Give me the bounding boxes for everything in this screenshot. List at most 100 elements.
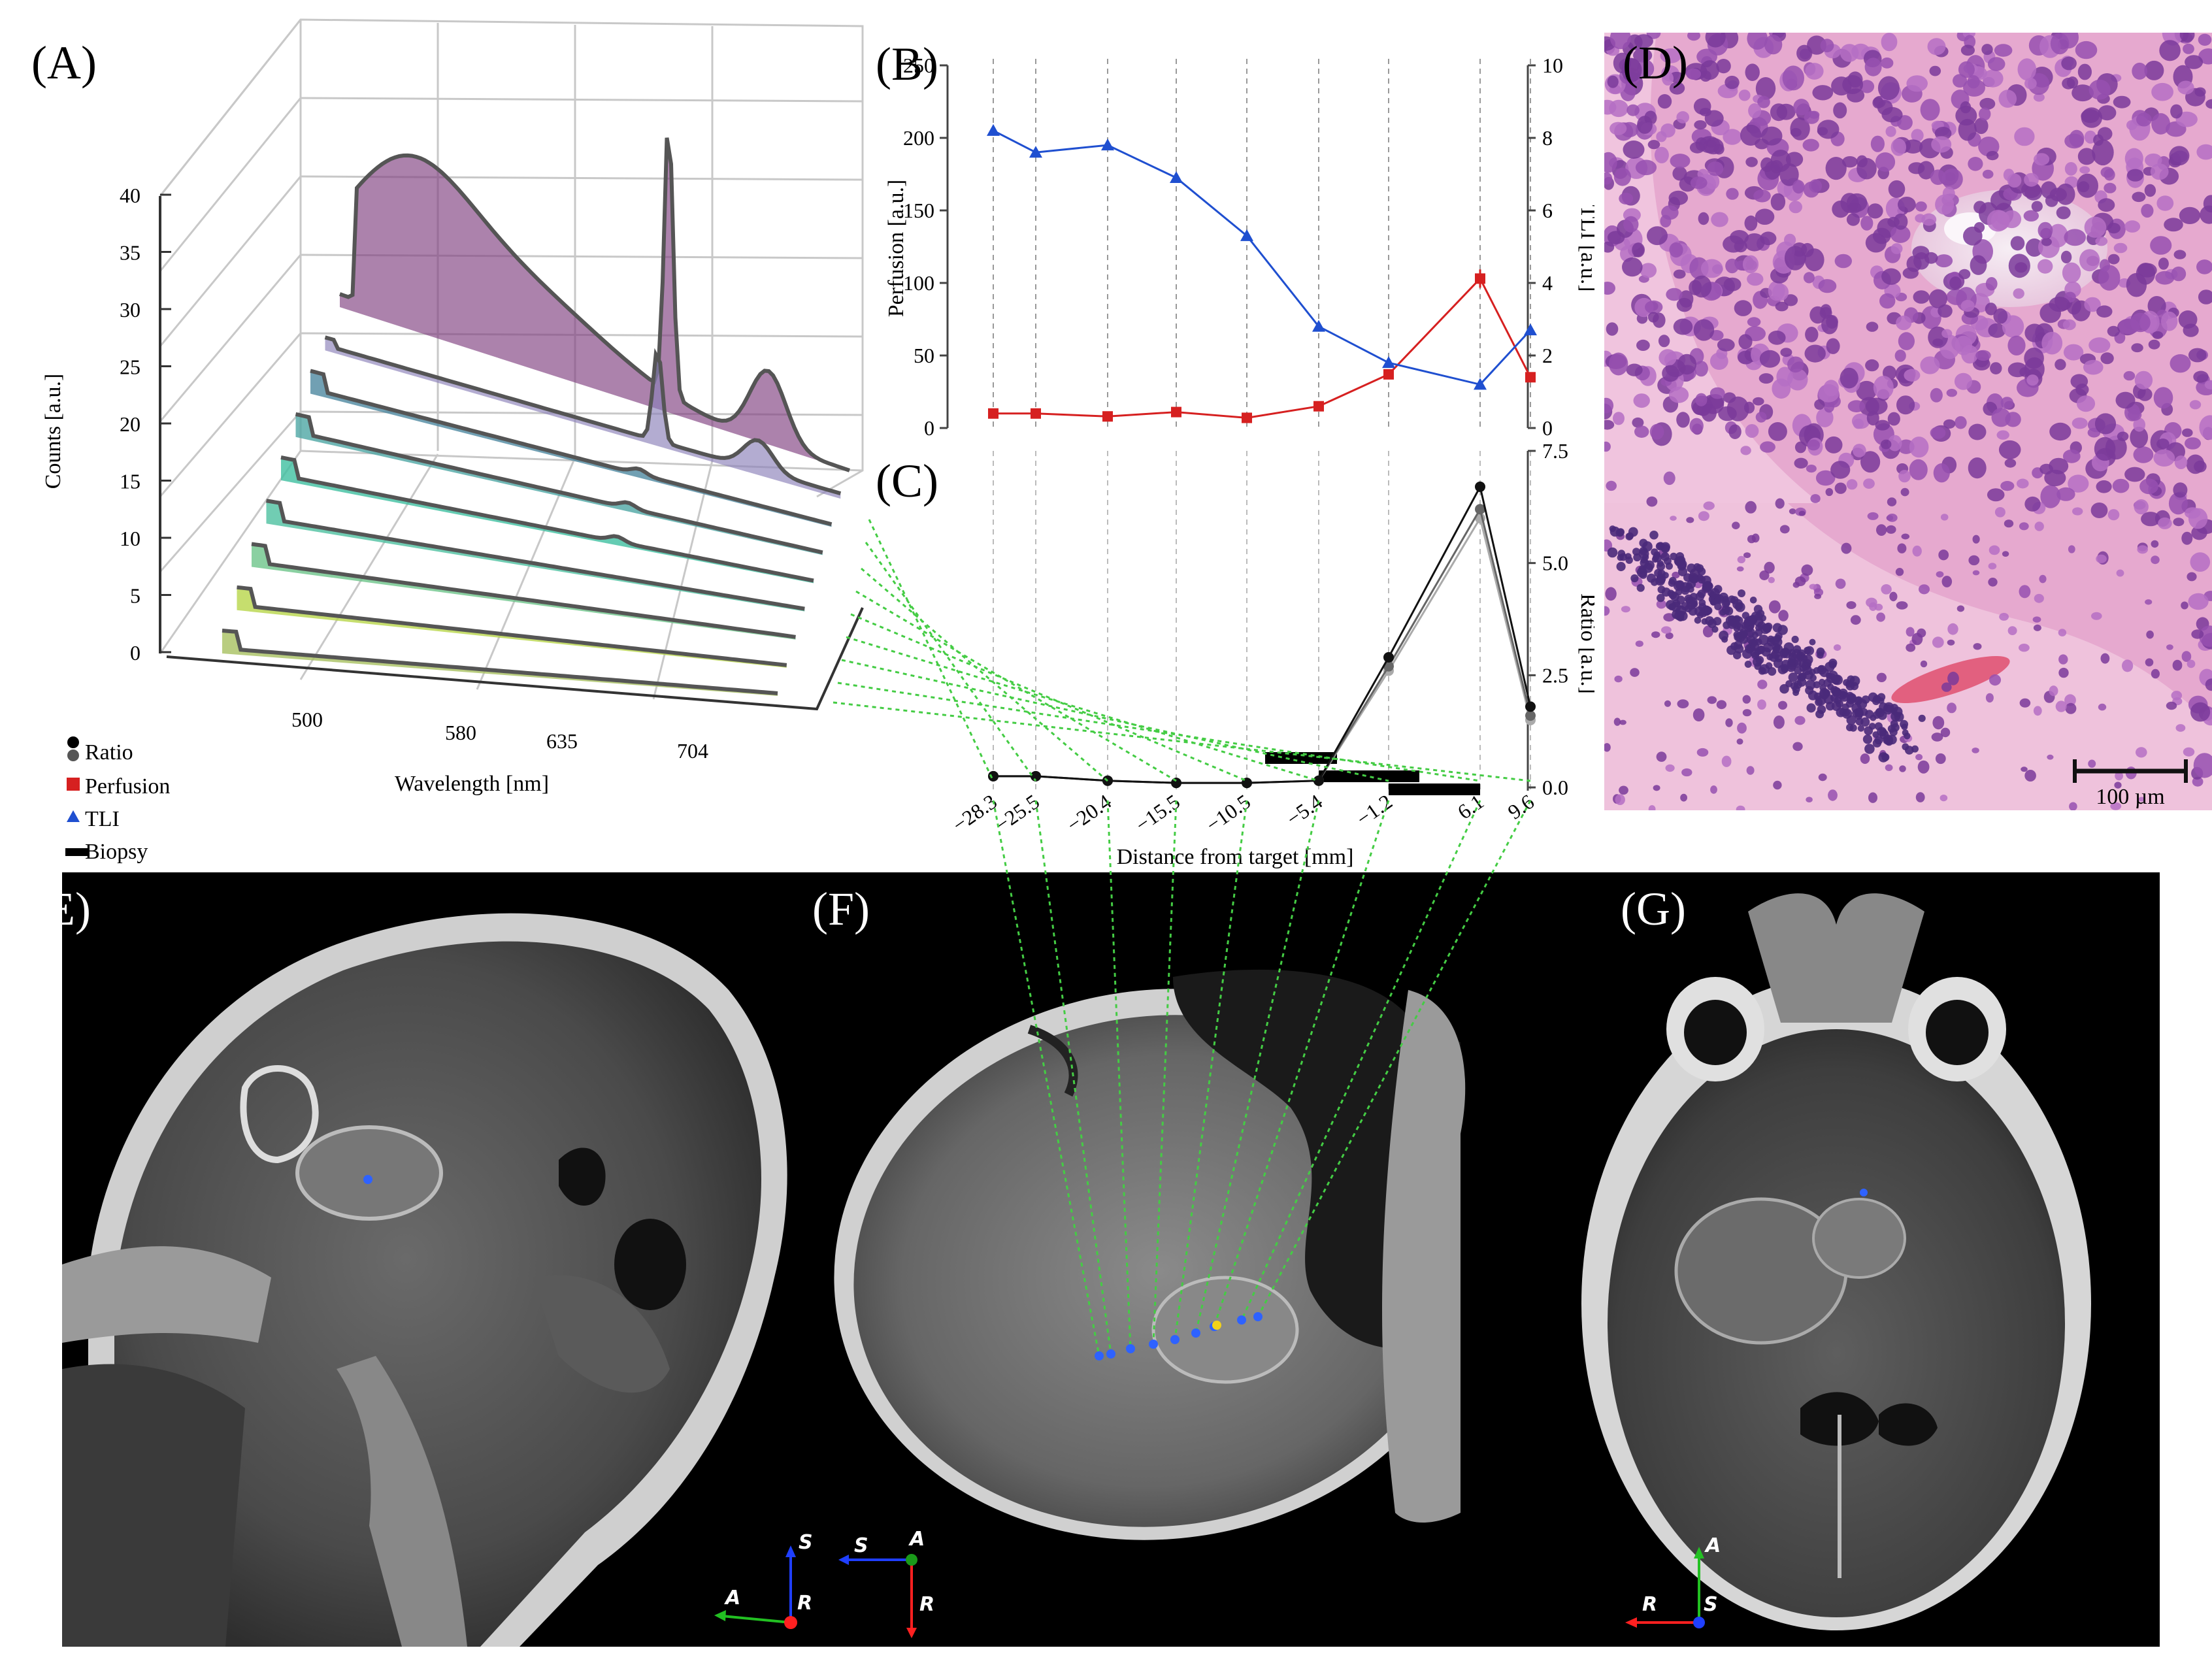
panel-c-xtick: −1.2 — [1352, 789, 1396, 831]
panel-c-ytick: 5.0 — [1542, 552, 1568, 575]
svg-text:TLI: TLI — [85, 807, 120, 831]
panel-c-ratio-line — [993, 484, 1532, 784]
panel-a-xtick: 704 — [677, 739, 708, 763]
panel-bc-charts: (B) (C) 0 50 100 150 200 250 0 2 4 6 8 10 Perfusio… — [876, 38, 1594, 869]
orient-e-center: R — [797, 1592, 812, 1615]
panel-c-xtick: −15.5 — [1131, 789, 1184, 836]
panel-a-xtick: 500 — [291, 708, 323, 731]
panel-a-3d-spectra: (A) — [31, 18, 864, 864]
ratio-marker — [1102, 775, 1113, 786]
panel-b-ylabel: Perfusion [a.u.] — [884, 180, 908, 318]
panel-a-ytick: 35 — [120, 241, 140, 265]
perfusion-marker — [1383, 369, 1394, 380]
panel-b-label: (B) — [876, 38, 938, 90]
panel-a-label: (A) — [31, 37, 97, 89]
orient-g-center: S — [1704, 1593, 1718, 1616]
biopsy-bar — [1389, 783, 1480, 795]
panel-a-ytick: 25 — [120, 355, 140, 379]
ratio-marker — [1525, 710, 1536, 721]
legend-item-biopsy: Biopsy — [65, 840, 148, 864]
tli-marker — [1524, 323, 1537, 336]
ratio-marker — [988, 770, 999, 782]
panel-g-axial-mri: (G) — [1581, 883, 2091, 1630]
panel-b-ytick: 250 — [903, 54, 934, 77]
panel-b-y2tick: 6 — [1542, 199, 1553, 222]
panel-c-axes: 0.0 2.5 5.0 7.5 Ratio [a.u.] −28.3−25.5 −20.… — [948, 439, 1594, 869]
ratio-marker — [1383, 651, 1394, 663]
panel-c-ratio-line — [993, 506, 1532, 784]
ratio-marker — [1242, 778, 1252, 789]
panel-c-xtick: 9.6 — [1504, 789, 1538, 823]
ratio-marker — [1525, 701, 1536, 712]
orient-f-left: S — [854, 1534, 868, 1557]
panel-c-ytick: 0.0 — [1542, 776, 1568, 799]
perfusion-marker — [1242, 412, 1252, 423]
panel-b-y2label: TLI [a.u.] — [1576, 205, 1594, 291]
panel-b-y2tick: 2 — [1542, 344, 1553, 367]
legend: Ratio Perfusion TLI Biopsy — [65, 736, 170, 864]
spectrum-line — [251, 542, 796, 639]
tli-marker — [987, 124, 1000, 136]
orient-g-left: R — [1642, 1593, 1657, 1616]
spectrum-line — [338, 137, 850, 472]
panel-c-xtick: −10.5 — [1202, 789, 1255, 836]
tli-marker — [1312, 320, 1325, 332]
panel-a-ytick: 0 — [130, 641, 140, 665]
legend-item-perfusion: Perfusion — [67, 774, 170, 799]
spectrum-line — [237, 585, 787, 667]
panel-f-label: (F) — [812, 883, 870, 935]
ratio-marker — [1171, 778, 1181, 789]
panel-c-label: (C) — [876, 455, 938, 507]
panel-c-series — [988, 481, 1536, 789]
panel-b-axes: 0 50 100 150 200 250 0 2 4 6 8 10 Perfusion [a.u.]… — [884, 54, 1594, 440]
panel-a-ylabel: Counts [a.u.] — [41, 374, 65, 489]
tli-marker — [1170, 171, 1183, 184]
orient-f-center: A — [908, 1528, 925, 1551]
biopsy-bar — [1319, 770, 1419, 782]
panel-b-line-perfusion — [993, 276, 1532, 419]
panel-c-ytick: 2.5 — [1542, 663, 1568, 687]
legend-item-tli: TLI — [67, 807, 120, 831]
svg-text:Ratio: Ratio — [85, 740, 133, 765]
panel-b-line-tli — [993, 129, 1532, 386]
panel-a-y-axis: 0 5 10 15 20 25 30 35 40 Counts [a.u.] — [41, 184, 171, 665]
panel-c-biopsy-bars — [1265, 752, 1480, 795]
tli-marker — [1474, 378, 1487, 390]
tli-marker — [1382, 356, 1395, 369]
panel-b-y2tick: 10 — [1542, 54, 1563, 77]
orientation-widget-g: A R S — [1625, 1534, 1721, 1628]
panel-b-ytick: 150 — [903, 199, 934, 222]
panel-c-ratio-line — [993, 516, 1532, 784]
perfusion-marker — [1525, 372, 1536, 383]
svg-text:Perfusion: Perfusion — [85, 774, 170, 799]
orientation-widget-f: S A R — [838, 1528, 934, 1638]
panel-c-xtick: −5.4 — [1282, 789, 1327, 831]
panel-b-ytick: 0 — [924, 416, 934, 440]
spectrum-line — [324, 335, 842, 495]
panel-a-xtick: 580 — [445, 721, 476, 744]
ratio-marker — [1475, 481, 1485, 492]
panel-e-label: (E) — [62, 883, 91, 935]
tli-marker — [1101, 139, 1114, 151]
panel-d-label: (D) — [1623, 37, 1688, 89]
panel-a-ytick: 20 — [120, 412, 140, 436]
panel-a-ytick: 30 — [120, 298, 140, 321]
panel-b-y2tick: 8 — [1542, 126, 1553, 150]
spectrum-area — [325, 337, 841, 499]
orient-e-up: S — [799, 1531, 813, 1554]
perfusion-marker — [988, 408, 999, 419]
panel-a-xlabel: Wavelength [nm] — [395, 772, 549, 796]
ratio-marker — [1313, 775, 1324, 786]
shared-vertical-grid — [993, 59, 1531, 791]
histology-cells — [1604, 33, 2212, 810]
spectrum-line — [266, 499, 805, 611]
panel-b-ytick: 200 — [903, 126, 934, 150]
spectrum-line — [310, 369, 833, 527]
spectrum-line — [222, 629, 778, 695]
orient-e-left: A — [724, 1587, 740, 1609]
panel-a-ytick: 5 — [130, 584, 140, 608]
tli-marker — [1029, 146, 1042, 158]
orient-f-down: R — [919, 1593, 934, 1616]
panel-b-ytick: 50 — [914, 344, 934, 367]
